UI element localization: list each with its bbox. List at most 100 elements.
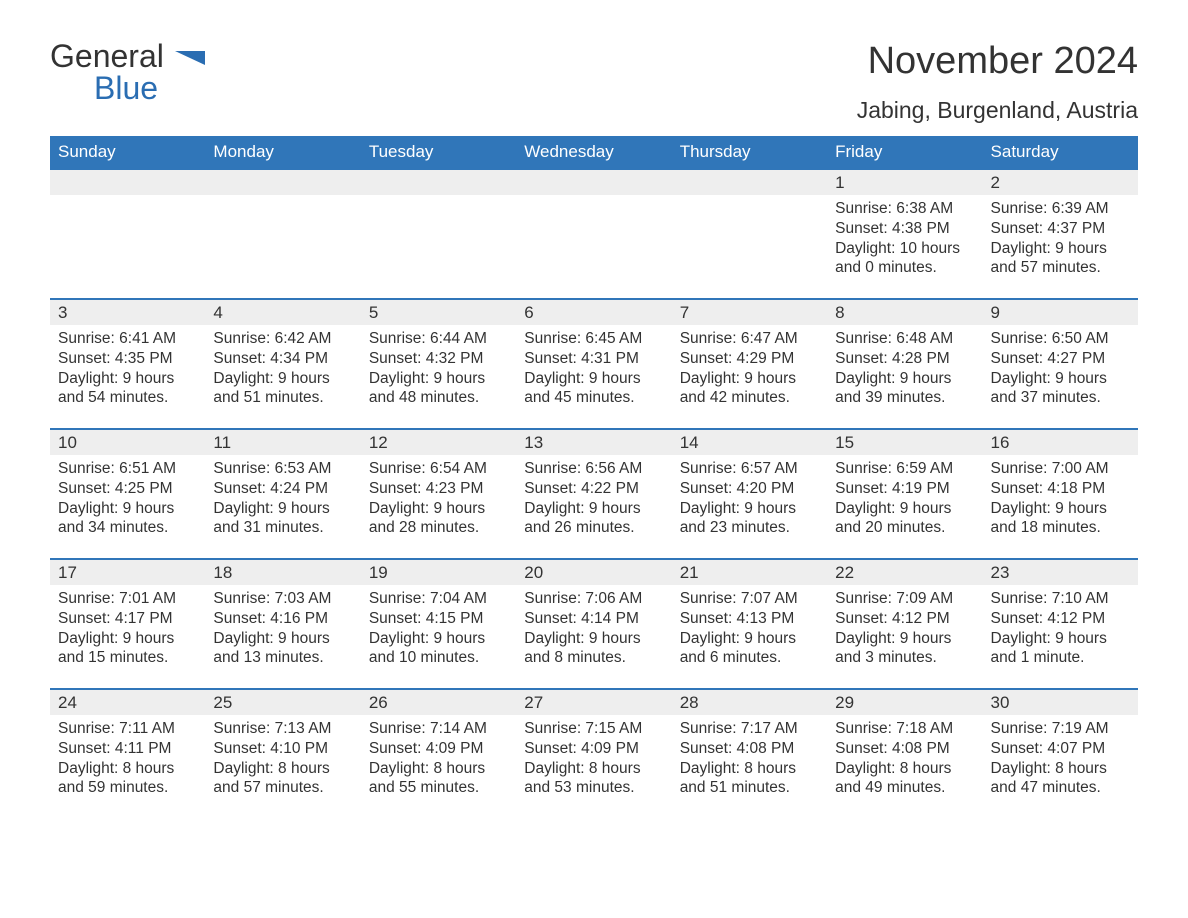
day-sunrise: Sunrise: 6:48 AM (835, 329, 974, 349)
day-cell: 5Sunrise: 6:44 AMSunset: 4:32 PMDaylight… (361, 300, 516, 428)
day-number: 9 (983, 300, 1138, 325)
day-body: Sunrise: 7:15 AMSunset: 4:09 PMDaylight:… (516, 715, 671, 804)
day-daylight2: and 31 minutes. (213, 518, 352, 538)
day-daylight2: and 53 minutes. (524, 778, 663, 798)
day-number: 3 (50, 300, 205, 325)
day-daylight2: and 57 minutes. (991, 258, 1130, 278)
day-daylight1: Daylight: 9 hours (58, 499, 197, 519)
day-number: 27 (516, 690, 671, 715)
day-daylight1: Daylight: 9 hours (991, 499, 1130, 519)
day-body: Sunrise: 6:47 AMSunset: 4:29 PMDaylight:… (672, 325, 827, 414)
day-cell: 30Sunrise: 7:19 AMSunset: 4:07 PMDayligh… (983, 690, 1138, 818)
day-number: 13 (516, 430, 671, 455)
day-cell: 17Sunrise: 7:01 AMSunset: 4:17 PMDayligh… (50, 560, 205, 688)
day-cell (361, 170, 516, 298)
day-daylight1: Daylight: 8 hours (369, 759, 508, 779)
day-sunrise: Sunrise: 7:01 AM (58, 589, 197, 609)
flag-icon (175, 46, 205, 78)
day-daylight2: and 1 minute. (991, 648, 1130, 668)
day-body: Sunrise: 7:17 AMSunset: 4:08 PMDaylight:… (672, 715, 827, 804)
day-number: 21 (672, 560, 827, 585)
day-number: 26 (361, 690, 516, 715)
weekday-friday: Friday (827, 136, 982, 168)
day-sunset: Sunset: 4:08 PM (680, 739, 819, 759)
day-daylight1: Daylight: 8 hours (835, 759, 974, 779)
day-body: Sunrise: 6:38 AMSunset: 4:38 PMDaylight:… (827, 195, 982, 284)
day-daylight2: and 51 minutes. (680, 778, 819, 798)
day-cell (516, 170, 671, 298)
day-body: Sunrise: 6:57 AMSunset: 4:20 PMDaylight:… (672, 455, 827, 544)
day-sunset: Sunset: 4:15 PM (369, 609, 508, 629)
day-body: Sunrise: 7:01 AMSunset: 4:17 PMDaylight:… (50, 585, 205, 674)
day-cell: 1Sunrise: 6:38 AMSunset: 4:38 PMDaylight… (827, 170, 982, 298)
day-sunset: Sunset: 4:28 PM (835, 349, 974, 369)
day-sunset: Sunset: 4:38 PM (835, 219, 974, 239)
day-cell (50, 170, 205, 298)
day-daylight2: and 3 minutes. (835, 648, 974, 668)
day-daylight2: and 20 minutes. (835, 518, 974, 538)
day-cell (672, 170, 827, 298)
day-sunrise: Sunrise: 6:57 AM (680, 459, 819, 479)
day-daylight1: Daylight: 9 hours (991, 369, 1130, 389)
day-number: 25 (205, 690, 360, 715)
day-sunset: Sunset: 4:08 PM (835, 739, 974, 759)
day-cell: 28Sunrise: 7:17 AMSunset: 4:08 PMDayligh… (672, 690, 827, 818)
day-sunrise: Sunrise: 6:53 AM (213, 459, 352, 479)
day-cell: 3Sunrise: 6:41 AMSunset: 4:35 PMDaylight… (50, 300, 205, 428)
day-body: Sunrise: 7:03 AMSunset: 4:16 PMDaylight:… (205, 585, 360, 674)
day-sunset: Sunset: 4:32 PM (369, 349, 508, 369)
day-daylight2: and 47 minutes. (991, 778, 1130, 798)
day-daylight1: Daylight: 9 hours (835, 629, 974, 649)
day-cell: 8Sunrise: 6:48 AMSunset: 4:28 PMDaylight… (827, 300, 982, 428)
day-body: Sunrise: 6:39 AMSunset: 4:37 PMDaylight:… (983, 195, 1138, 284)
day-cell: 10Sunrise: 6:51 AMSunset: 4:25 PMDayligh… (50, 430, 205, 558)
day-number: 6 (516, 300, 671, 325)
day-number: 22 (827, 560, 982, 585)
day-daylight2: and 34 minutes. (58, 518, 197, 538)
week-row: 17Sunrise: 7:01 AMSunset: 4:17 PMDayligh… (50, 558, 1138, 688)
day-daylight1: Daylight: 8 hours (991, 759, 1130, 779)
day-sunset: Sunset: 4:29 PM (680, 349, 819, 369)
day-daylight2: and 23 minutes. (680, 518, 819, 538)
day-sunrise: Sunrise: 7:10 AM (991, 589, 1130, 609)
day-sunrise: Sunrise: 6:50 AM (991, 329, 1130, 349)
day-sunrise: Sunrise: 6:42 AM (213, 329, 352, 349)
day-body: Sunrise: 7:14 AMSunset: 4:09 PMDaylight:… (361, 715, 516, 804)
day-daylight2: and 48 minutes. (369, 388, 508, 408)
day-body: Sunrise: 6:48 AMSunset: 4:28 PMDaylight:… (827, 325, 982, 414)
day-number: 23 (983, 560, 1138, 585)
day-daylight2: and 28 minutes. (369, 518, 508, 538)
day-number: 29 (827, 690, 982, 715)
day-cell: 6Sunrise: 6:45 AMSunset: 4:31 PMDaylight… (516, 300, 671, 428)
weekday-header-row: Sunday Monday Tuesday Wednesday Thursday… (50, 136, 1138, 168)
day-sunset: Sunset: 4:31 PM (524, 349, 663, 369)
day-sunrise: Sunrise: 6:44 AM (369, 329, 508, 349)
day-cell: 29Sunrise: 7:18 AMSunset: 4:08 PMDayligh… (827, 690, 982, 818)
day-cell: 9Sunrise: 6:50 AMSunset: 4:27 PMDaylight… (983, 300, 1138, 428)
day-daylight2: and 59 minutes. (58, 778, 197, 798)
day-sunset: Sunset: 4:09 PM (524, 739, 663, 759)
weekday-saturday: Saturday (983, 136, 1138, 168)
day-cell: 20Sunrise: 7:06 AMSunset: 4:14 PMDayligh… (516, 560, 671, 688)
day-sunrise: Sunrise: 7:19 AM (991, 719, 1130, 739)
day-daylight1: Daylight: 10 hours (835, 239, 974, 259)
day-body: Sunrise: 6:51 AMSunset: 4:25 PMDaylight:… (50, 455, 205, 544)
day-cell: 27Sunrise: 7:15 AMSunset: 4:09 PMDayligh… (516, 690, 671, 818)
day-daylight1: Daylight: 9 hours (213, 499, 352, 519)
day-cell: 23Sunrise: 7:10 AMSunset: 4:12 PMDayligh… (983, 560, 1138, 688)
day-cell: 26Sunrise: 7:14 AMSunset: 4:09 PMDayligh… (361, 690, 516, 818)
day-sunrise: Sunrise: 6:51 AM (58, 459, 197, 479)
day-sunset: Sunset: 4:25 PM (58, 479, 197, 499)
day-sunset: Sunset: 4:13 PM (680, 609, 819, 629)
day-cell: 13Sunrise: 6:56 AMSunset: 4:22 PMDayligh… (516, 430, 671, 558)
day-number: 4 (205, 300, 360, 325)
day-cell: 16Sunrise: 7:00 AMSunset: 4:18 PMDayligh… (983, 430, 1138, 558)
weekday-tuesday: Tuesday (361, 136, 516, 168)
day-daylight1: Daylight: 9 hours (991, 239, 1130, 259)
day-body: Sunrise: 7:19 AMSunset: 4:07 PMDaylight:… (983, 715, 1138, 804)
day-daylight1: Daylight: 8 hours (524, 759, 663, 779)
location-text: Jabing, Burgenland, Austria (857, 97, 1138, 124)
day-sunrise: Sunrise: 6:54 AM (369, 459, 508, 479)
day-sunrise: Sunrise: 7:04 AM (369, 589, 508, 609)
day-number: 10 (50, 430, 205, 455)
